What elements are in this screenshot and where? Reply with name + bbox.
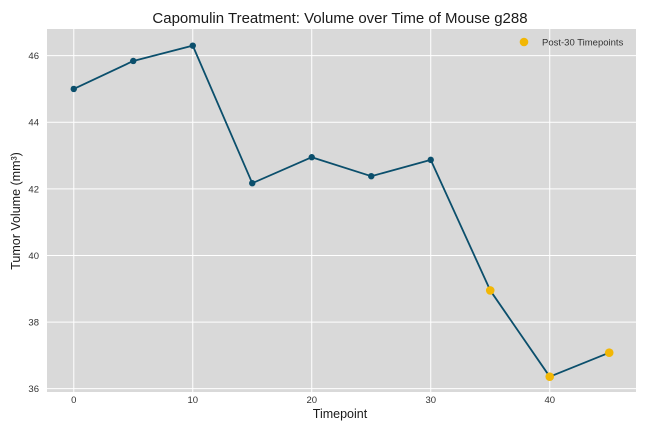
line-point — [368, 172, 375, 180]
line-point — [249, 179, 256, 187]
line-point — [308, 154, 315, 161]
x-tick-label: 40 — [544, 395, 555, 406]
highlight-point — [485, 286, 495, 295]
y-tick-label: 36 — [28, 384, 39, 395]
chart-title: Capomulin Treatment: Volume over Time of… — [152, 10, 527, 27]
series — [70, 42, 614, 381]
tick-labels: 0 10 20 30 40 36 38 40 42 44 46 — [28, 51, 555, 406]
line-point — [427, 156, 434, 164]
legend: Post-30 Timepoints — [519, 37, 624, 49]
grid — [47, 29, 636, 392]
y-tick-label: 44 — [28, 118, 39, 129]
x-tick-label: 30 — [425, 395, 436, 406]
x-axis-label: Timepoint — [313, 407, 368, 421]
legend-label: Post-30 Timepoints — [542, 38, 624, 49]
highlight-point — [604, 348, 614, 358]
y-tick-label: 40 — [28, 251, 39, 262]
x-tick-label: 10 — [187, 395, 198, 406]
x-tick-label: 0 — [71, 395, 76, 406]
line-point — [70, 85, 77, 93]
y-axis-label: Tumor Volume (mm³) — [9, 152, 23, 270]
y-tick-label: 42 — [28, 184, 39, 195]
legend-marker — [519, 37, 529, 47]
line-point — [130, 57, 137, 65]
line-point — [189, 42, 196, 49]
plot-area — [47, 29, 636, 392]
y-tick-label: 46 — [28, 51, 39, 62]
series-line — [73, 44, 610, 378]
y-tick-label: 38 — [28, 318, 39, 329]
x-tick-label: 20 — [306, 395, 317, 406]
highlight-point — [545, 372, 555, 381]
